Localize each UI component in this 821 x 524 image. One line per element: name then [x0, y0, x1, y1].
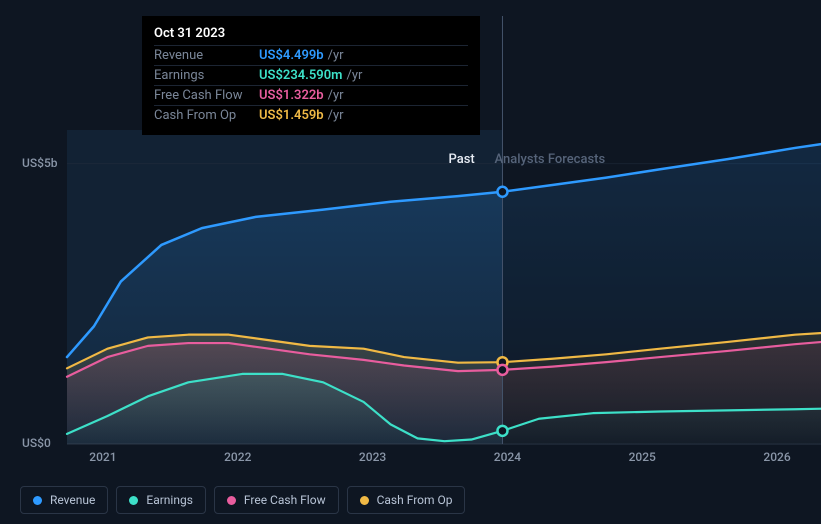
tooltip-date: Oct 31 2023	[154, 26, 468, 41]
legend-dot-icon	[33, 496, 42, 505]
chart-tooltip: Oct 31 2023 RevenueUS$4.499b/yrEarningsU…	[142, 16, 480, 135]
x-axis-label: 2021	[89, 450, 116, 464]
x-axis-label: 2024	[494, 450, 521, 464]
x-axis-label: 2023	[359, 450, 386, 464]
legend-item-cash-from-op[interactable]: Cash From Op	[347, 486, 466, 514]
tooltip-key: Free Cash Flow	[154, 88, 259, 103]
tooltip-value: US$1.322b	[259, 88, 324, 103]
legend-label: Cash From Op	[377, 493, 453, 507]
tooltip-value: US$4.499b	[259, 48, 324, 63]
x-axis-label: 2026	[763, 450, 790, 464]
tooltip-value: US$234.590m	[259, 68, 342, 83]
tooltip-key: Cash From Op	[154, 108, 259, 123]
legend-item-earnings[interactable]: Earnings	[116, 486, 206, 514]
tooltip-value: US$1.459b	[259, 108, 324, 123]
tooltip-row: RevenueUS$4.499b/yr	[154, 45, 468, 65]
legend-item-free-cash-flow[interactable]: Free Cash Flow	[214, 486, 339, 514]
legend-dot-icon	[360, 496, 369, 505]
legend-label: Free Cash Flow	[244, 493, 326, 507]
tooltip-unit: /yr	[328, 88, 344, 103]
tooltip-row: EarningsUS$234.590m/yr	[154, 65, 468, 85]
legend-item-revenue[interactable]: Revenue	[20, 486, 108, 514]
y-axis-label: US$5b	[22, 156, 58, 170]
tooltip-key: Revenue	[154, 48, 259, 63]
tooltip-unit: /yr	[328, 48, 344, 63]
legend-label: Earnings	[146, 493, 193, 507]
tooltip-key: Earnings	[154, 68, 259, 83]
tooltip-row: Free Cash FlowUS$1.322b/yr	[154, 85, 468, 105]
tooltip-row: Cash From OpUS$1.459b/yr	[154, 105, 468, 125]
x-axis-label: 2025	[629, 450, 656, 464]
forecast-section-label: Analysts Forecasts	[494, 152, 605, 167]
legend-dot-icon	[227, 496, 236, 505]
past-section-label: Past	[448, 152, 474, 167]
y-axis-label: US$0	[22, 436, 51, 450]
tooltip-unit: /yr	[328, 108, 344, 123]
legend-label: Revenue	[50, 493, 95, 507]
tooltip-unit: /yr	[346, 68, 362, 83]
x-axis-label: 2022	[224, 450, 251, 464]
legend-dot-icon	[129, 496, 138, 505]
chart-legend: Revenue Earnings Free Cash Flow Cash From O…	[20, 486, 465, 514]
